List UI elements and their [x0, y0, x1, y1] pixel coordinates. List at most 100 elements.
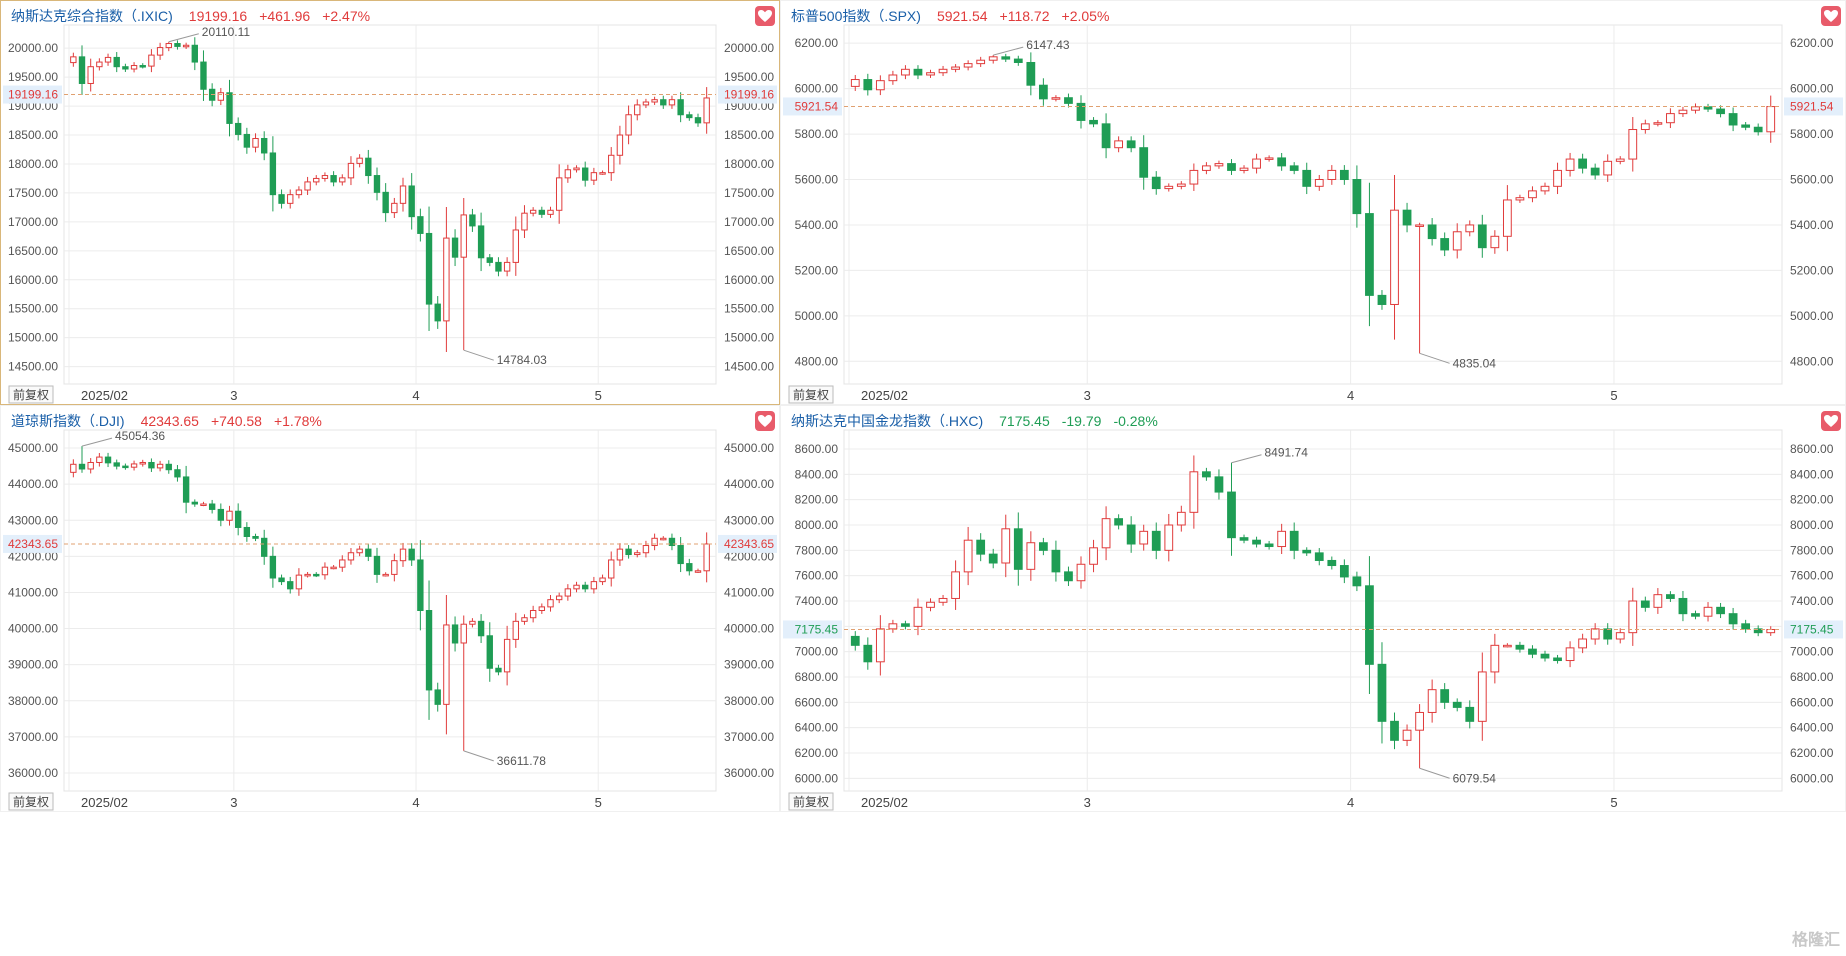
- y-tick-label-right: 4800.00: [1790, 354, 1834, 368]
- y-tick-label-right: 7400.00: [1790, 594, 1834, 608]
- chart-panel[interactable]: 道琼斯指数（.DJI) 42343.65 +740.58 +1.78% 45000.00…: [0, 405, 780, 812]
- candle-body: [512, 620, 519, 640]
- favorite-heart-button[interactable]: [1821, 6, 1841, 26]
- y-tick-label-right: 5800.00: [1790, 127, 1834, 141]
- panel-title-bar: 标普500指数（.SPX) 5921.54 +118.72 +2.05%: [791, 6, 1121, 26]
- y-tick-label-left: 6200.00: [795, 36, 839, 50]
- max-annotation-leader: [993, 46, 1024, 56]
- candle-body: [1139, 530, 1149, 545]
- favorite-heart-button[interactable]: [755, 6, 775, 26]
- y-tick-label-left: 6600.00: [795, 695, 839, 709]
- candle-body: [156, 463, 164, 469]
- candle-body: [1339, 565, 1349, 578]
- candle-body: [469, 214, 476, 227]
- x-tick-label: 3: [230, 795, 237, 810]
- price-adjust-button-label: 前复权: [13, 794, 49, 809]
- candle-body: [1678, 597, 1688, 615]
- candle-body: [87, 66, 94, 84]
- candle-body: [590, 581, 598, 590]
- candle-body: [1402, 209, 1412, 226]
- plot-area: [843, 429, 1783, 792]
- price-adjust-button-frame: [788, 792, 834, 811]
- chart-panel[interactable]: 纳斯达克中国金龙指数（.HXC) 7175.45 -19.79 -0.28% 8600.…: [780, 405, 1846, 812]
- chart-panel[interactable]: 纳斯达克综合指数（.IXIC) 19199.16 +461.96 +2.47% 2000…: [0, 0, 780, 405]
- x-tick-label: 4: [412, 795, 419, 810]
- candle-body: [1502, 199, 1512, 237]
- candle-body: [1239, 167, 1249, 171]
- x-tick-label: 3: [1084, 388, 1091, 403]
- y-tick-label-left: 8200.00: [795, 493, 839, 507]
- price-adjust-button[interactable]: 前复权: [788, 792, 834, 811]
- candle-body: [1490, 644, 1500, 673]
- candle-body: [460, 623, 467, 644]
- candle-body: [1753, 628, 1763, 634]
- y-tick-label-right: 6600.00: [1790, 695, 1834, 709]
- candle-body: [1590, 167, 1600, 176]
- min-annotation-leader: [1419, 352, 1450, 364]
- index-change: +740.58: [210, 413, 262, 429]
- heart-icon: [758, 415, 772, 427]
- candle-body: [1164, 185, 1174, 190]
- candle-body: [425, 610, 433, 691]
- last-price-badge-right: [718, 85, 777, 104]
- candle-body: [1189, 471, 1199, 513]
- x-tick-label: 2025/02: [861, 388, 908, 403]
- candle-body: [1314, 552, 1324, 561]
- candle-body: [356, 548, 363, 554]
- candle-body: [938, 597, 948, 603]
- candle-body: [217, 92, 225, 101]
- index-change: -19.79: [1061, 413, 1102, 429]
- candle-body: [70, 463, 77, 473]
- price-adjust-button[interactable]: 前复权: [788, 385, 834, 404]
- x-tick-label: 3: [230, 388, 237, 403]
- candle-body: [460, 214, 467, 258]
- y-tick-label-left: 6000.00: [795, 82, 839, 96]
- candle-body: [913, 68, 923, 76]
- candle-body: [356, 157, 363, 164]
- last-price-badge-left: [3, 534, 62, 553]
- max-annotation-leader: [168, 33, 199, 43]
- x-tick-label: 2025/02: [81, 795, 128, 810]
- candle-body: [278, 577, 285, 583]
- candle-body: [365, 548, 372, 557]
- y-tick-label-left: 15500.00: [8, 302, 58, 316]
- candle-body: [1314, 179, 1324, 187]
- last-price-badge-left: [783, 620, 842, 639]
- candle-body: [651, 99, 658, 103]
- candle-body: [1202, 471, 1211, 478]
- y-tick-label-right: 5400.00: [1790, 218, 1834, 232]
- y-tick-label-right: 45000.00: [724, 441, 774, 455]
- candle-body: [1214, 476, 1224, 493]
- candle-body: [1227, 491, 1236, 539]
- last-price-label-left: 42343.65: [8, 537, 58, 551]
- y-tick-label-right: 8600.00: [1790, 442, 1834, 456]
- chart-panel[interactable]: 标普500指数（.SPX) 5921.54 +118.72 +2.05% 6200.00…: [780, 0, 1846, 405]
- y-tick-label-left: 16500.00: [8, 244, 58, 258]
- candle-body: [660, 99, 667, 106]
- candle-body: [399, 548, 407, 562]
- candle-body: [616, 134, 624, 156]
- price-adjust-button[interactable]: 前复权: [8, 792, 54, 811]
- candle-body: [1126, 524, 1136, 545]
- candle-body: [1365, 585, 1374, 665]
- candle-body: [1515, 197, 1525, 201]
- candle-body: [200, 61, 207, 90]
- candle-body: [1176, 511, 1186, 526]
- candle-body: [850, 635, 860, 646]
- candle-body: [582, 167, 589, 181]
- candle-body: [373, 175, 381, 193]
- last-price-badge-right: [1784, 97, 1843, 116]
- panel-title-bar: 纳斯达克中国金龙指数（.HXC) 7175.45 -19.79 -0.28%: [791, 411, 1170, 431]
- x-tick-label: 5: [595, 795, 602, 810]
- favorite-heart-button[interactable]: [1821, 411, 1841, 431]
- candle-body: [1628, 600, 1638, 634]
- candle-body: [1227, 163, 1236, 171]
- price-adjust-button[interactable]: 前复权: [8, 385, 54, 404]
- candle-body: [976, 59, 986, 65]
- candle-body: [269, 555, 277, 579]
- candle-body: [1051, 97, 1061, 100]
- y-tick-label-right: 16000.00: [724, 273, 774, 287]
- candle-body: [608, 559, 615, 579]
- favorite-heart-button[interactable]: [755, 411, 775, 431]
- candle-body: [1716, 606, 1725, 615]
